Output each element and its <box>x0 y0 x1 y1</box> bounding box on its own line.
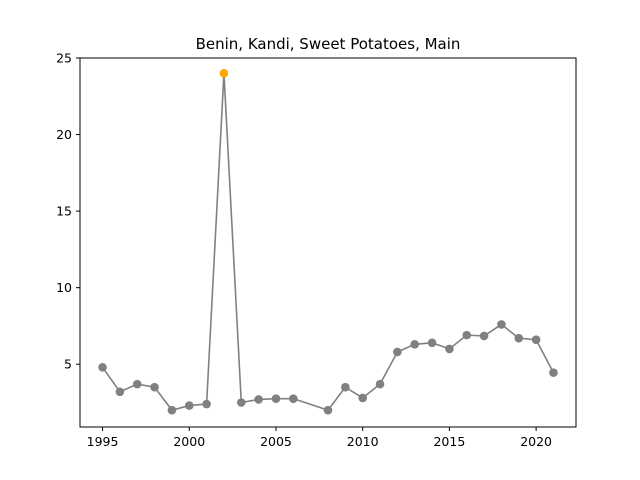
data-point <box>375 379 385 389</box>
x-tick-label: 2010 <box>347 434 379 449</box>
highlight-point <box>219 69 229 78</box>
data-point <box>479 331 489 341</box>
plot-frame <box>79 57 577 428</box>
data-point <box>98 362 107 372</box>
data-point <box>514 333 524 343</box>
data-point <box>531 335 541 345</box>
series-layer <box>98 69 558 415</box>
data-point <box>410 340 420 349</box>
y-axis: 5 10 15 20 25 <box>56 51 80 372</box>
data-point <box>549 368 558 377</box>
data-point <box>167 405 177 415</box>
data-point <box>115 387 125 397</box>
data-point <box>254 395 263 404</box>
y-tick-label: 15 <box>56 204 72 219</box>
data-point <box>462 330 472 340</box>
data-point <box>427 338 437 348</box>
data-point <box>445 344 454 354</box>
y-tick-label: 20 <box>56 127 72 142</box>
data-point <box>497 320 506 329</box>
data-point <box>184 401 194 410</box>
data-point <box>132 379 142 389</box>
x-tick-label: 1995 <box>87 434 119 449</box>
y-tick-label: 10 <box>56 280 72 295</box>
data-point <box>271 394 281 403</box>
data-point <box>202 399 211 409</box>
data-point <box>341 382 350 392</box>
x-tick-label: 2005 <box>260 434 292 449</box>
data-point <box>236 398 246 407</box>
data-point <box>393 347 402 357</box>
data-point <box>358 393 367 403</box>
chart-title: Benin, Kandi, Sweet Potatoes, Main <box>196 35 461 53</box>
data-point <box>150 382 159 392</box>
data-point <box>289 394 298 403</box>
x-tick-label: 2020 <box>520 434 552 449</box>
x-tick-label: 2015 <box>433 434 465 449</box>
data-point <box>323 405 333 415</box>
x-tick-label: 2000 <box>173 434 205 449</box>
x-axis: 1995 2000 2005 2010 2015 2020 <box>87 427 552 449</box>
y-tick-label: 5 <box>64 357 72 372</box>
y-tick-label: 25 <box>56 51 72 66</box>
